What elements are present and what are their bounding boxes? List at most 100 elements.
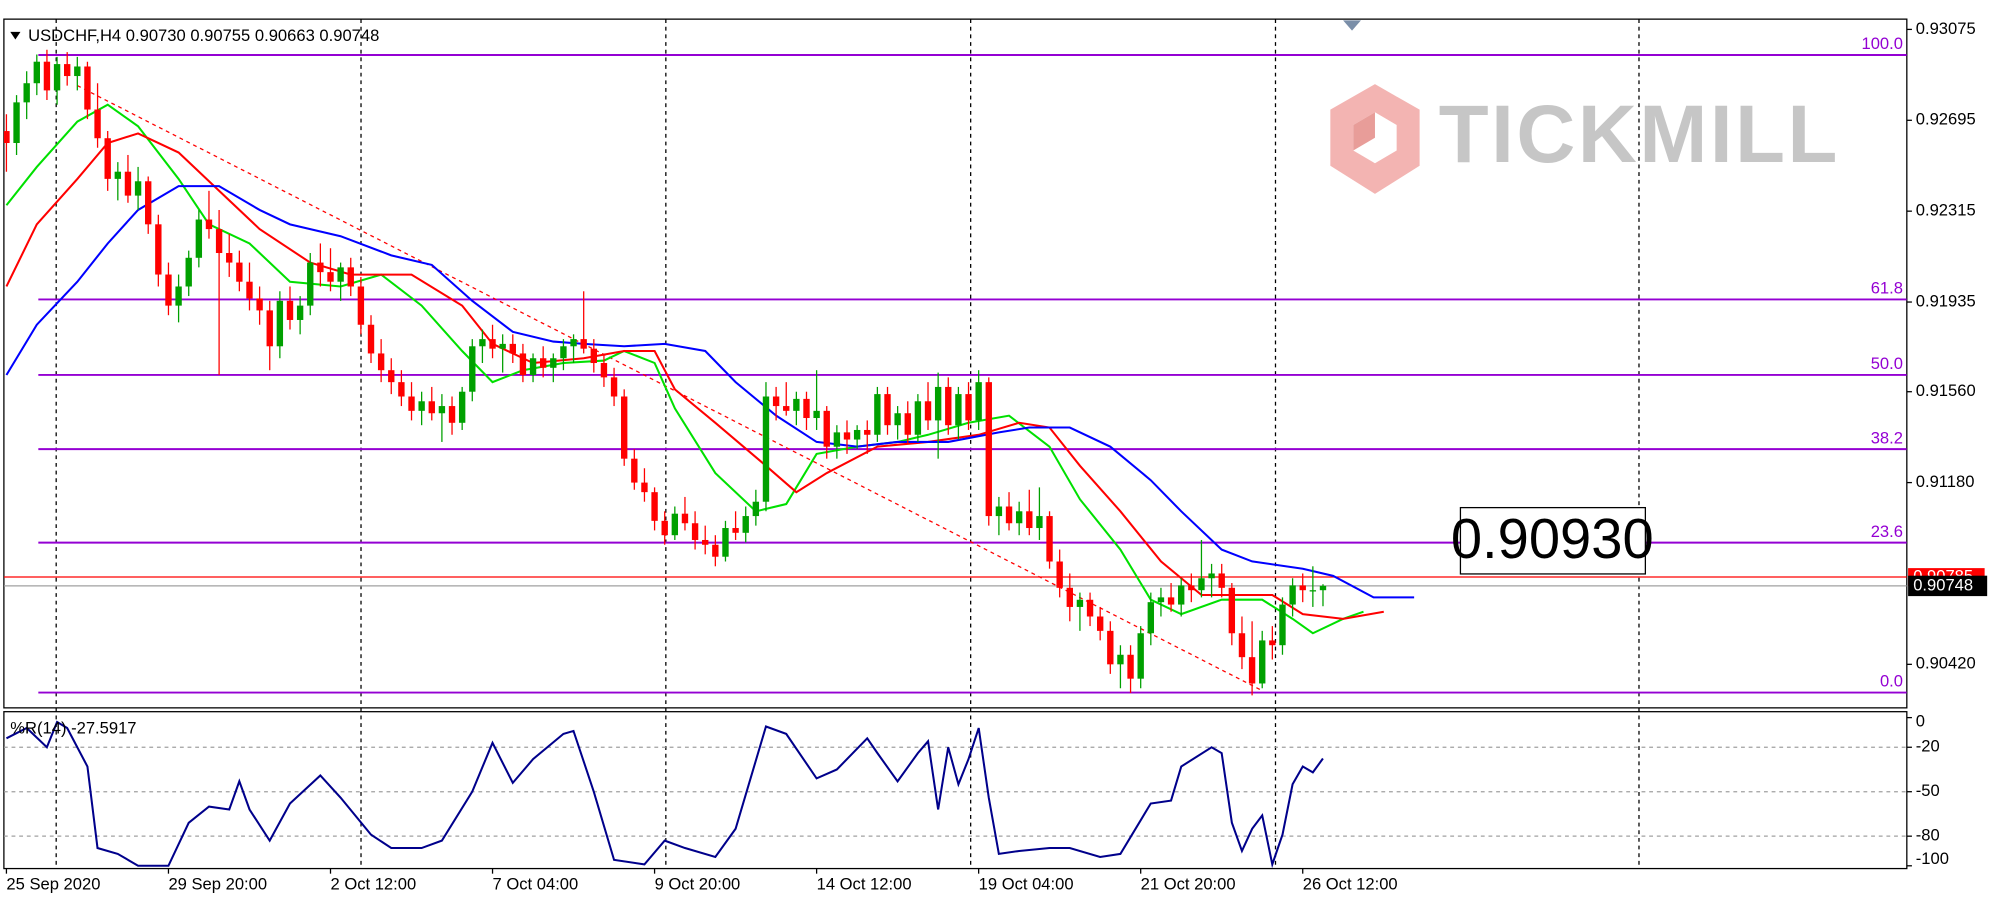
candle-body bbox=[1026, 511, 1033, 529]
candle-body bbox=[924, 401, 932, 421]
candle-body bbox=[489, 339, 496, 349]
candle-body bbox=[1137, 633, 1144, 679]
candle-body bbox=[226, 253, 233, 263]
y-tick-label: 0.91560 bbox=[1916, 381, 1976, 400]
candle-body bbox=[1036, 516, 1043, 529]
candle-body bbox=[762, 396, 770, 502]
candle-body bbox=[347, 267, 354, 287]
candle-body bbox=[1269, 640, 1276, 646]
candle-body bbox=[793, 398, 800, 411]
y-tick-label: 0.93075 bbox=[1916, 19, 1976, 38]
candle-body bbox=[1319, 585, 1327, 591]
fib-label: 100.0 bbox=[1862, 34, 1904, 53]
candle-body bbox=[1005, 506, 1013, 524]
candle-body bbox=[803, 398, 810, 419]
candle-body bbox=[458, 391, 466, 423]
y-tick-label: 0.91935 bbox=[1916, 291, 1976, 310]
candle-body bbox=[975, 382, 982, 421]
candle-body bbox=[479, 339, 486, 347]
main-panel bbox=[3, 18, 1908, 709]
fib-label: 50.0 bbox=[1871, 354, 1903, 373]
x-tick-label: 26 Oct 12:00 bbox=[1303, 875, 1398, 894]
open-label: 0.90730 bbox=[126, 26, 186, 45]
candle-body bbox=[205, 219, 213, 230]
candle-body bbox=[651, 492, 658, 521]
candle-body bbox=[732, 528, 739, 533]
fib-label: 0.0 bbox=[1880, 672, 1903, 691]
candle-body bbox=[833, 432, 841, 447]
symbol: USDCHF,H4 bbox=[28, 26, 121, 45]
candle-body bbox=[448, 406, 456, 423]
candle-body bbox=[195, 219, 203, 258]
candle-body bbox=[1046, 516, 1053, 562]
candle-body bbox=[560, 346, 567, 359]
candle-body bbox=[550, 358, 557, 368]
candle-body bbox=[64, 64, 71, 77]
candle-body bbox=[1178, 585, 1185, 605]
candle-body bbox=[327, 272, 334, 282]
candle-body bbox=[1238, 633, 1246, 658]
indicator-tick-label: -50 bbox=[1916, 781, 1940, 800]
candle-body bbox=[94, 109, 101, 139]
indicator-header: %R(14) -27.5917 bbox=[10, 719, 136, 738]
candle-body bbox=[84, 66, 91, 110]
candle-body bbox=[1076, 599, 1084, 607]
fib-label: 38.2 bbox=[1871, 428, 1903, 447]
candle-body bbox=[236, 262, 243, 282]
indicator-value: -27.5917 bbox=[71, 719, 136, 738]
candle-body bbox=[124, 171, 132, 196]
candle-body bbox=[215, 229, 223, 254]
candle-body bbox=[155, 224, 162, 275]
line bbox=[5, 185, 1415, 599]
candle-body bbox=[33, 61, 40, 84]
candle-body bbox=[469, 346, 476, 392]
candle-body bbox=[874, 394, 881, 435]
candle-body bbox=[418, 401, 425, 411]
candle-body bbox=[1218, 573, 1225, 588]
y-tick-label: 0.90420 bbox=[1916, 654, 1976, 673]
candle-body bbox=[539, 358, 547, 368]
candle-body bbox=[1309, 590, 1317, 592]
candle-body bbox=[23, 83, 30, 103]
fib-label: 61.8 bbox=[1871, 279, 1903, 298]
indicator-tick-label: -80 bbox=[1916, 826, 1940, 845]
candle-body bbox=[1248, 657, 1256, 684]
candle-body bbox=[1259, 640, 1266, 684]
candle-body bbox=[621, 396, 628, 459]
candle-body bbox=[610, 377, 618, 397]
x-tick-label: 19 Oct 04:00 bbox=[979, 875, 1074, 894]
candle-body bbox=[1056, 561, 1063, 588]
indicator-name: %R(14) bbox=[10, 719, 66, 738]
candle-body bbox=[388, 370, 395, 383]
candle-body bbox=[783, 406, 790, 411]
current-price-box bbox=[1908, 575, 1988, 597]
x-tick-label: 29 Sep 20:00 bbox=[168, 875, 267, 894]
x-tick-label: 2 Oct 12:00 bbox=[331, 875, 417, 894]
candle-body bbox=[945, 386, 952, 426]
candle-body bbox=[1188, 585, 1195, 591]
candle-body bbox=[894, 413, 901, 426]
candle-body bbox=[712, 544, 719, 557]
candle-body bbox=[43, 61, 51, 91]
candle-body bbox=[307, 262, 314, 306]
vertical-grid bbox=[55, 19, 1640, 869]
candle-body bbox=[145, 181, 152, 225]
candle-body bbox=[428, 401, 435, 414]
candle-body bbox=[955, 394, 962, 426]
candle-body bbox=[1289, 585, 1296, 605]
candle-body bbox=[985, 382, 992, 517]
candle-body bbox=[104, 138, 111, 179]
x-tick-label: 21 Oct 20:00 bbox=[1141, 875, 1236, 894]
candle-body bbox=[529, 358, 537, 375]
candle-body bbox=[580, 339, 587, 349]
x-tick-label: 25 Sep 2020 bbox=[6, 875, 100, 894]
candle-body bbox=[1167, 597, 1175, 605]
indicator-tick-label: -100 bbox=[1916, 849, 1949, 868]
candle-body bbox=[914, 401, 922, 435]
candle-body bbox=[185, 257, 192, 287]
candle-body bbox=[772, 396, 780, 407]
current-price-label: 0.90748 bbox=[1913, 575, 1973, 594]
candle-body bbox=[853, 429, 861, 440]
indicator-plot bbox=[3, 720, 1907, 869]
